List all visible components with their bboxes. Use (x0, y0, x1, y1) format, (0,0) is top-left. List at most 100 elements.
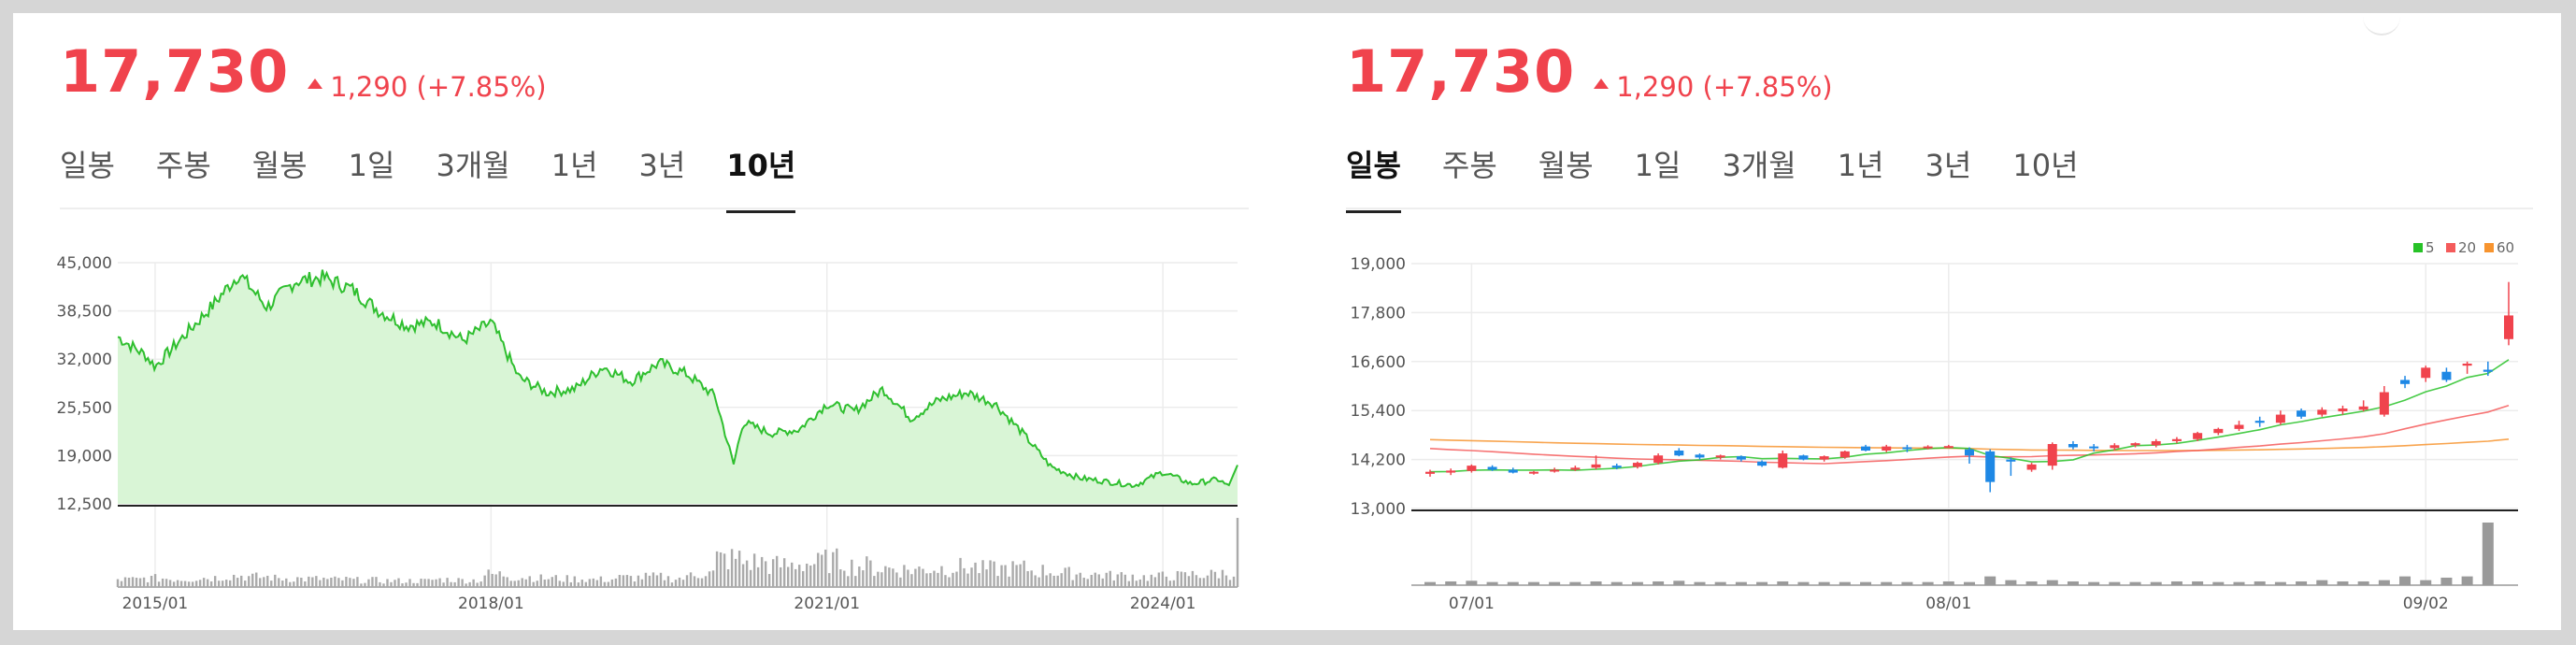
volume-bar (255, 572, 258, 587)
tab-3년[interactable]: 3년 (638, 148, 686, 183)
volume-bar (670, 582, 674, 587)
volume-bar (1187, 576, 1191, 587)
volume-bar (274, 574, 277, 587)
volume-bar (2420, 580, 2432, 585)
tab-10년[interactable]: 10년 (2012, 148, 2079, 183)
chart-panel-daily: 17,730 1,290 (+7.85%) 일봉 주봉 월봉 1일 3개월 1년 3년 10년… (1338, 13, 2561, 630)
volume-bar (1138, 579, 1142, 587)
volume-bar (1056, 575, 1059, 587)
volume-bar (610, 579, 614, 587)
volume-bar (1424, 581, 1436, 585)
current-price: 17,730 (60, 37, 290, 106)
volume-bar (577, 582, 580, 587)
volume-bar (1086, 579, 1089, 587)
volume-bar (532, 581, 535, 587)
tab-주봉[interactable]: 주봉 (1441, 148, 1497, 183)
volume-bar (1097, 574, 1100, 587)
volume-bar (970, 567, 973, 587)
volume-bar (281, 580, 284, 587)
volume-bar (1549, 581, 1561, 585)
volume-bar (996, 576, 999, 587)
volume-bar (1045, 575, 1048, 587)
volume-bar (1445, 580, 1457, 585)
volume-bar (843, 570, 846, 587)
volume-bar (794, 568, 797, 587)
candle-body (1819, 456, 1829, 460)
tab-1일[interactable]: 1일 (1634, 148, 1682, 183)
tab-월봉[interactable]: 월봉 (251, 148, 308, 183)
volume-bar (502, 576, 505, 587)
volume-bar (2461, 576, 2473, 585)
volume-bar (423, 579, 426, 587)
price-change: 1,290 (+7.85%) (1594, 71, 1833, 103)
candle-body (1839, 451, 1850, 458)
volume-bar (993, 561, 995, 587)
volume-bar (622, 575, 625, 587)
volume-bar (1157, 572, 1161, 587)
volume-bar (2482, 523, 2494, 585)
volume-bar (1527, 581, 1539, 585)
x-tick-label: 2015/01 (122, 595, 189, 613)
tab-3개월[interactable]: 3개월 (436, 148, 510, 183)
tab-월봉[interactable]: 월봉 (1538, 148, 1594, 183)
volume-bar (1191, 570, 1195, 587)
volume-bar (483, 575, 486, 587)
volume-bar (168, 580, 172, 587)
volume-bar (1176, 570, 1180, 587)
volume-bar (293, 581, 295, 587)
volume-bar (599, 576, 603, 587)
candle-body (1943, 446, 1953, 449)
volume-bar (858, 566, 861, 587)
tab-주봉[interactable]: 주봉 (155, 148, 211, 183)
tab-일봉[interactable]: 일봉 (1346, 142, 1401, 213)
y-tick-label: 12,500 (57, 495, 112, 514)
volume-bar (135, 578, 138, 587)
volume-bar (2129, 581, 2141, 585)
volume-bar (349, 578, 351, 587)
volume-bar (1112, 580, 1115, 587)
volume-bar (1067, 566, 1070, 587)
volume-bar (625, 575, 629, 587)
volume-bar (382, 583, 385, 587)
volume-bar (1015, 565, 1018, 587)
volume-bar (194, 580, 198, 587)
volume-bar (824, 549, 827, 587)
volume-bar (509, 580, 512, 587)
tab-1일[interactable]: 1일 (348, 148, 395, 183)
volume-bar (330, 577, 333, 587)
volume-bar (308, 576, 310, 587)
tab-10년[interactable]: 10년 (726, 142, 795, 213)
volume-bar (644, 572, 648, 587)
legend-label-20: 20 (2458, 239, 2476, 256)
volume-bar (1004, 565, 1007, 587)
volume-bar (1079, 572, 1081, 587)
volume-bar (592, 578, 595, 587)
y-tick-label: 19,000 (57, 447, 112, 466)
candle-body (2068, 444, 2078, 448)
tab-1년[interactable]: 1년 (551, 148, 598, 183)
tab-3개월[interactable]: 3개월 (1722, 148, 1796, 183)
x-tick-label: 07/01 (1449, 595, 1495, 613)
y-tick-label: 13,000 (1351, 500, 1406, 519)
volume-bar (940, 566, 943, 587)
volume-bar (206, 579, 209, 587)
period-tabs: 일봉 주봉 월봉 1일 3개월 1년 3년 10년 (60, 142, 837, 213)
volume-bar (963, 567, 966, 587)
tab-일봉[interactable]: 일봉 (60, 148, 115, 183)
volume-bar (431, 580, 434, 587)
candle-body (2089, 446, 2099, 449)
volume-bar (715, 551, 719, 587)
volume-bar (696, 578, 700, 587)
volume-bar (1172, 580, 1176, 587)
candle-body (1591, 464, 1601, 468)
tab-3년[interactable]: 3년 (1925, 148, 1972, 183)
volume-bar (832, 552, 835, 587)
volume-bar (663, 580, 666, 587)
volume-bar (1064, 567, 1066, 587)
volume-bar (401, 583, 404, 587)
candle-body (2338, 408, 2348, 412)
volume-bar (337, 578, 340, 587)
candle-body (1674, 450, 1684, 456)
tab-1년[interactable]: 1년 (1837, 148, 1884, 183)
volume-bar (202, 578, 206, 587)
